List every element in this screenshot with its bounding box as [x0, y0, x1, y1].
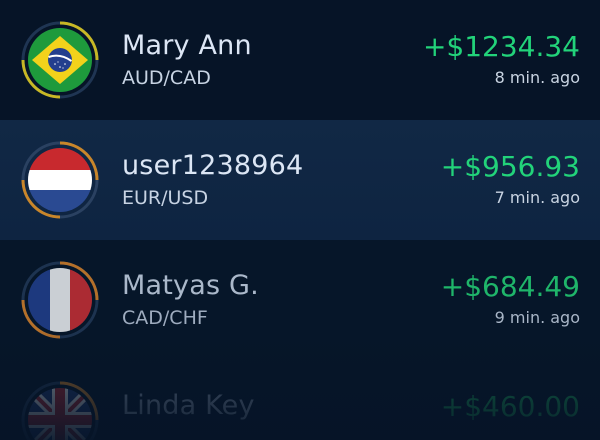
- netherlands-flag-icon: [20, 140, 100, 220]
- trade-row[interactable]: Matyas G. CAD/CHF +$684.49 9 min. ago: [0, 240, 600, 360]
- united-kingdom-flag-icon: [20, 380, 100, 440]
- france-flag-icon: [20, 260, 100, 340]
- trade-row[interactable]: Linda Key +$460.00: [0, 360, 600, 440]
- trader-name: Linda Key: [122, 390, 255, 421]
- trade-time: 9 min. ago: [494, 308, 580, 327]
- currency-pair: AUD/CAD: [122, 67, 211, 89]
- trader-name: Mary Ann: [122, 30, 252, 61]
- trade-time: 7 min. ago: [494, 188, 580, 207]
- trade-row[interactable]: user1238964 EUR/USD +$956.93 7 min. ago: [0, 120, 600, 240]
- profit-amount: +$1234.34: [422, 30, 580, 63]
- currency-pair: CAD/CHF: [122, 307, 208, 329]
- trade-row[interactable]: Mary Ann AUD/CAD +$1234.34 8 min. ago: [0, 0, 600, 120]
- currency-pair: EUR/USD: [122, 187, 209, 209]
- trade-time: 8 min. ago: [494, 68, 580, 87]
- trader-name: Matyas G.: [122, 270, 259, 301]
- profit-amount: +$956.93: [440, 150, 580, 183]
- profit-amount: +$460.00: [440, 390, 580, 423]
- profit-amount: +$684.49: [440, 270, 580, 303]
- brazil-flag-icon: [20, 20, 100, 100]
- trader-name: user1238964: [122, 150, 304, 181]
